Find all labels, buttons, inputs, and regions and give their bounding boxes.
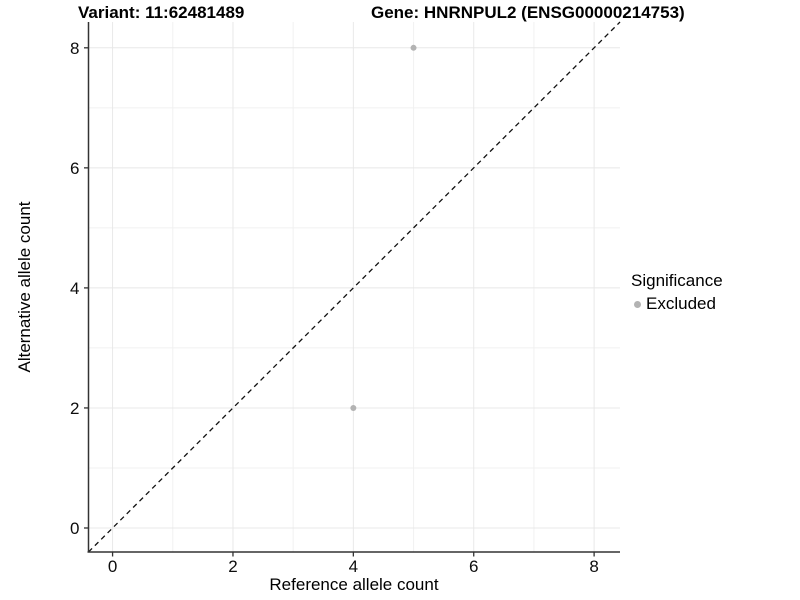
x-tick-label: 4 (349, 557, 358, 576)
data-point (350, 404, 357, 411)
y-tick-label: 6 (70, 159, 79, 178)
gene-title: Gene: HNRNPUL2 (ENSG00000214753) (371, 3, 685, 22)
excluded-marker-icon (634, 300, 641, 308)
x-tick-label: 6 (469, 557, 478, 576)
x-tick-label: 2 (228, 557, 237, 576)
identity-line (88, 21, 621, 553)
y-axis-title: Alternative allele count (15, 201, 34, 373)
legend: Significance Excluded (631, 271, 723, 314)
y-tick-label: 0 (70, 519, 79, 538)
x-tick-label: 8 (589, 557, 598, 576)
legend-title: Significance (631, 271, 723, 290)
legend-item-label: Excluded (646, 294, 716, 313)
y-tick-label: 2 (70, 399, 79, 418)
variant-title: Variant: 11:62481489 (78, 3, 245, 22)
y-tick-label: 8 (70, 39, 79, 58)
x-tick-label: 0 (108, 557, 117, 576)
y-tick-label: 4 (70, 279, 79, 298)
legend-item-excluded: Excluded (631, 294, 723, 314)
x-axis-title: Reference allele count (269, 575, 439, 594)
data-point (410, 44, 417, 51)
